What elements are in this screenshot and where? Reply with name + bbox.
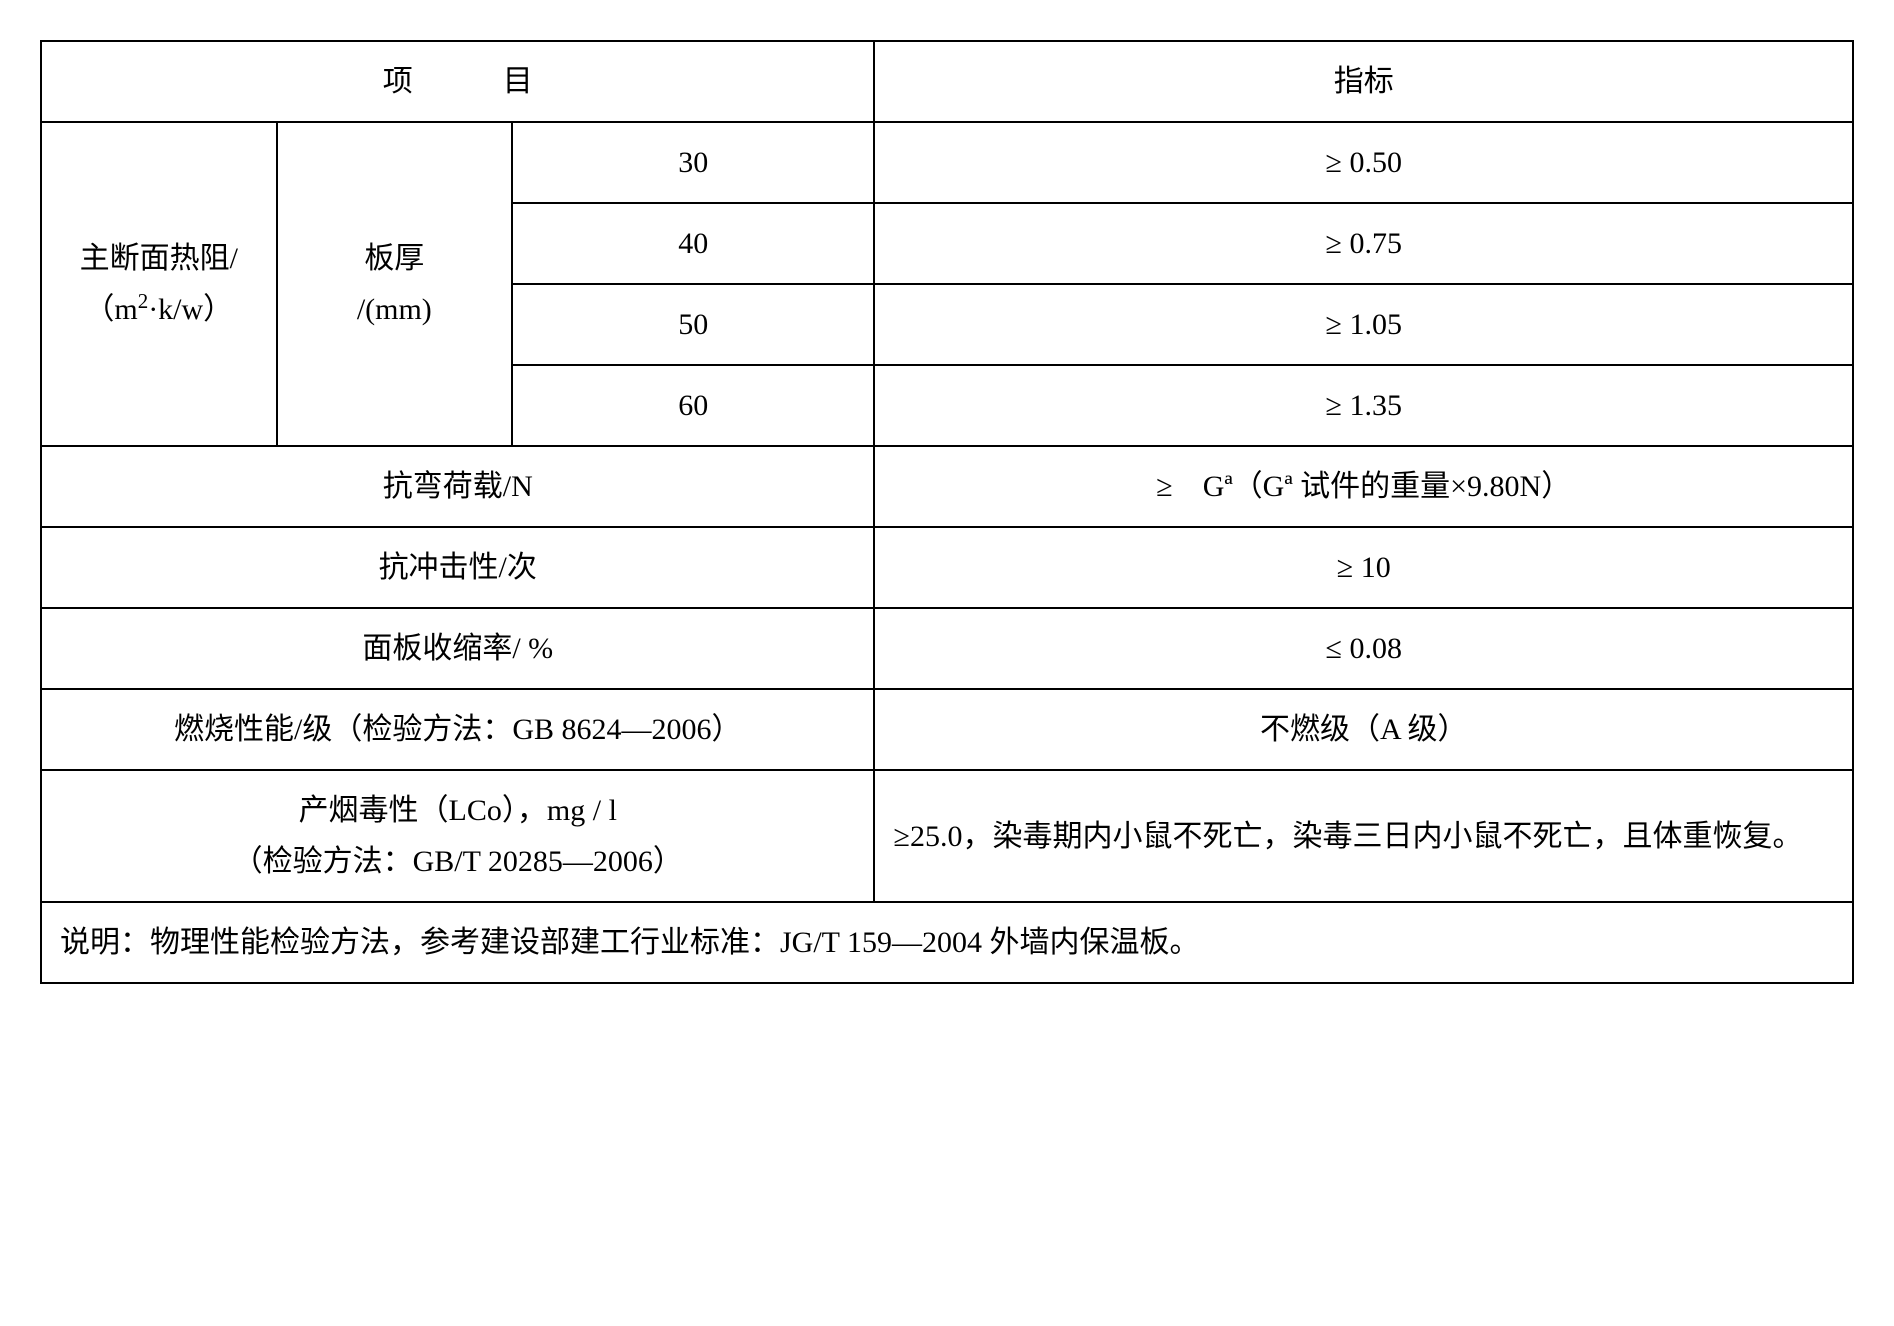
thermal-value: ≥ 1.35 — [874, 365, 1853, 446]
impact-value: ≥ 10 — [874, 527, 1853, 608]
thickness-value: 40 — [512, 203, 874, 284]
header-item: 项 目 — [41, 41, 874, 122]
thickness-label: 板厚/(mm) — [277, 122, 513, 446]
toxicity-value: ≥25.0，染毒期内小鼠不死亡，染毒三日内小鼠不死亡，且体重恢复。 — [874, 770, 1853, 902]
thermal-value: ≥ 0.50 — [874, 122, 1853, 203]
thickness-value: 50 — [512, 284, 874, 365]
shrinkage-row: 面板收缩率/ % ≤ 0.08 — [41, 608, 1853, 689]
shrinkage-value: ≤ 0.08 — [874, 608, 1853, 689]
thermal-value: ≥ 1.05 — [874, 284, 1853, 365]
thickness-value: 30 — [512, 122, 874, 203]
shrinkage-label: 面板收缩率/ % — [41, 608, 874, 689]
bending-value: ≥ Gª（Gª 试件的重量×9.80N） — [874, 446, 1853, 527]
thickness-value: 60 — [512, 365, 874, 446]
toxicity-label: 产烟毒性（LCo），mg / l（检验方法：GB/T 20285—2006） — [41, 770, 874, 902]
thermal-row-0: 主断面热阻/（m2·k/w） 板厚/(mm) 30 ≥ 0.50 — [41, 122, 1853, 203]
combustion-label: 燃烧性能/级（检验方法：GB 8624—2006） — [41, 689, 874, 770]
impact-label: 抗冲击性/次 — [41, 527, 874, 608]
header-indicator: 指标 — [874, 41, 1853, 122]
toxicity-row: 产烟毒性（LCo），mg / l（检验方法：GB/T 20285—2006） ≥… — [41, 770, 1853, 902]
bending-label: 抗弯荷载/N — [41, 446, 874, 527]
bending-row: 抗弯荷载/N ≥ Gª（Gª 试件的重量×9.80N） — [41, 446, 1853, 527]
note-text: 说明：物理性能检验方法，参考建设部建工行业标准：JG/T 159—2004 外墙… — [41, 902, 1853, 983]
note-row: 说明：物理性能检验方法，参考建设部建工行业标准：JG/T 159—2004 外墙… — [41, 902, 1853, 983]
thermal-value: ≥ 0.75 — [874, 203, 1853, 284]
thermal-label: 主断面热阻/（m2·k/w） — [41, 122, 277, 446]
impact-row: 抗冲击性/次 ≥ 10 — [41, 527, 1853, 608]
spec-table: 项 目 指标 主断面热阻/（m2·k/w） 板厚/(mm) 30 ≥ 0.50 … — [40, 40, 1854, 984]
combustion-row: 燃烧性能/级（检验方法：GB 8624—2006） 不燃级（A 级） — [41, 689, 1853, 770]
header-row: 项 目 指标 — [41, 41, 1853, 122]
combustion-value: 不燃级（A 级） — [874, 689, 1853, 770]
